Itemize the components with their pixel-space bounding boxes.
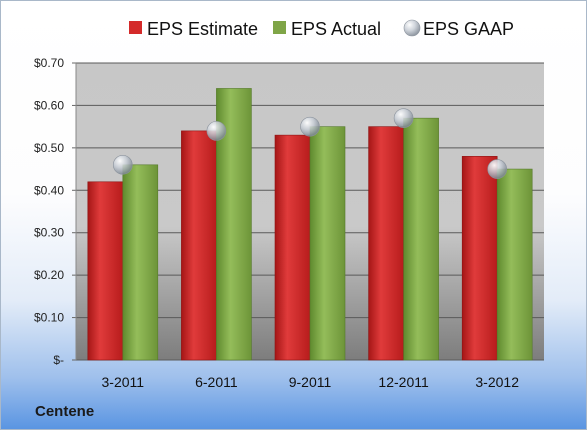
x-tick-label: 6-2011 xyxy=(195,374,238,390)
company-name: Centene xyxy=(35,403,95,420)
marker-eps-gaap xyxy=(393,108,414,128)
legend-label: EPS GAAP xyxy=(423,19,514,39)
legend-label: EPS Actual xyxy=(291,19,381,39)
y-tick-label: $0.70 xyxy=(34,56,64,70)
legend-swatch xyxy=(273,21,286,34)
y-tick-label: $0.40 xyxy=(34,183,64,197)
bar-eps-estimate xyxy=(368,126,404,361)
marker-eps-gaap xyxy=(206,121,227,141)
y-tick-label: $0.10 xyxy=(34,311,64,325)
x-tick-label: 9-2011 xyxy=(289,374,332,390)
legend-swatch xyxy=(403,19,421,37)
y-tick-label: $0.50 xyxy=(34,141,64,155)
marker-eps-gaap xyxy=(113,155,133,175)
x-tick-label: 3-2012 xyxy=(475,374,519,390)
bar-eps-estimate xyxy=(181,130,217,361)
bar-eps-actual xyxy=(309,126,346,361)
legend-swatch xyxy=(129,21,142,34)
bar-eps-estimate xyxy=(87,181,124,361)
x-tick-label: 12-2011 xyxy=(378,374,429,390)
bar-eps-actual xyxy=(122,164,159,361)
legend-label: EPS Estimate xyxy=(147,19,258,39)
marker-eps-gaap xyxy=(487,159,508,179)
bar-eps-actual xyxy=(496,168,533,361)
bar-eps-estimate xyxy=(461,156,498,361)
y-tick-label: $- xyxy=(53,353,64,367)
x-tick-label: 3-2011 xyxy=(102,374,145,390)
plot-area: $- $0.10 $0.20 $0.30 $0.40 $0.50 $0.60 $0.70 3-2… xyxy=(34,56,544,390)
y-tick-label: $0.30 xyxy=(34,226,64,240)
y-tick-label: $0.60 xyxy=(34,98,64,112)
bar-eps-actual xyxy=(403,117,439,361)
bar-eps-estimate xyxy=(274,134,311,361)
y-tick-label: $0.20 xyxy=(34,268,64,282)
legend: EPS Estimate EPS Actual EPS GAAP xyxy=(129,19,514,39)
marker-eps-gaap xyxy=(300,116,320,137)
